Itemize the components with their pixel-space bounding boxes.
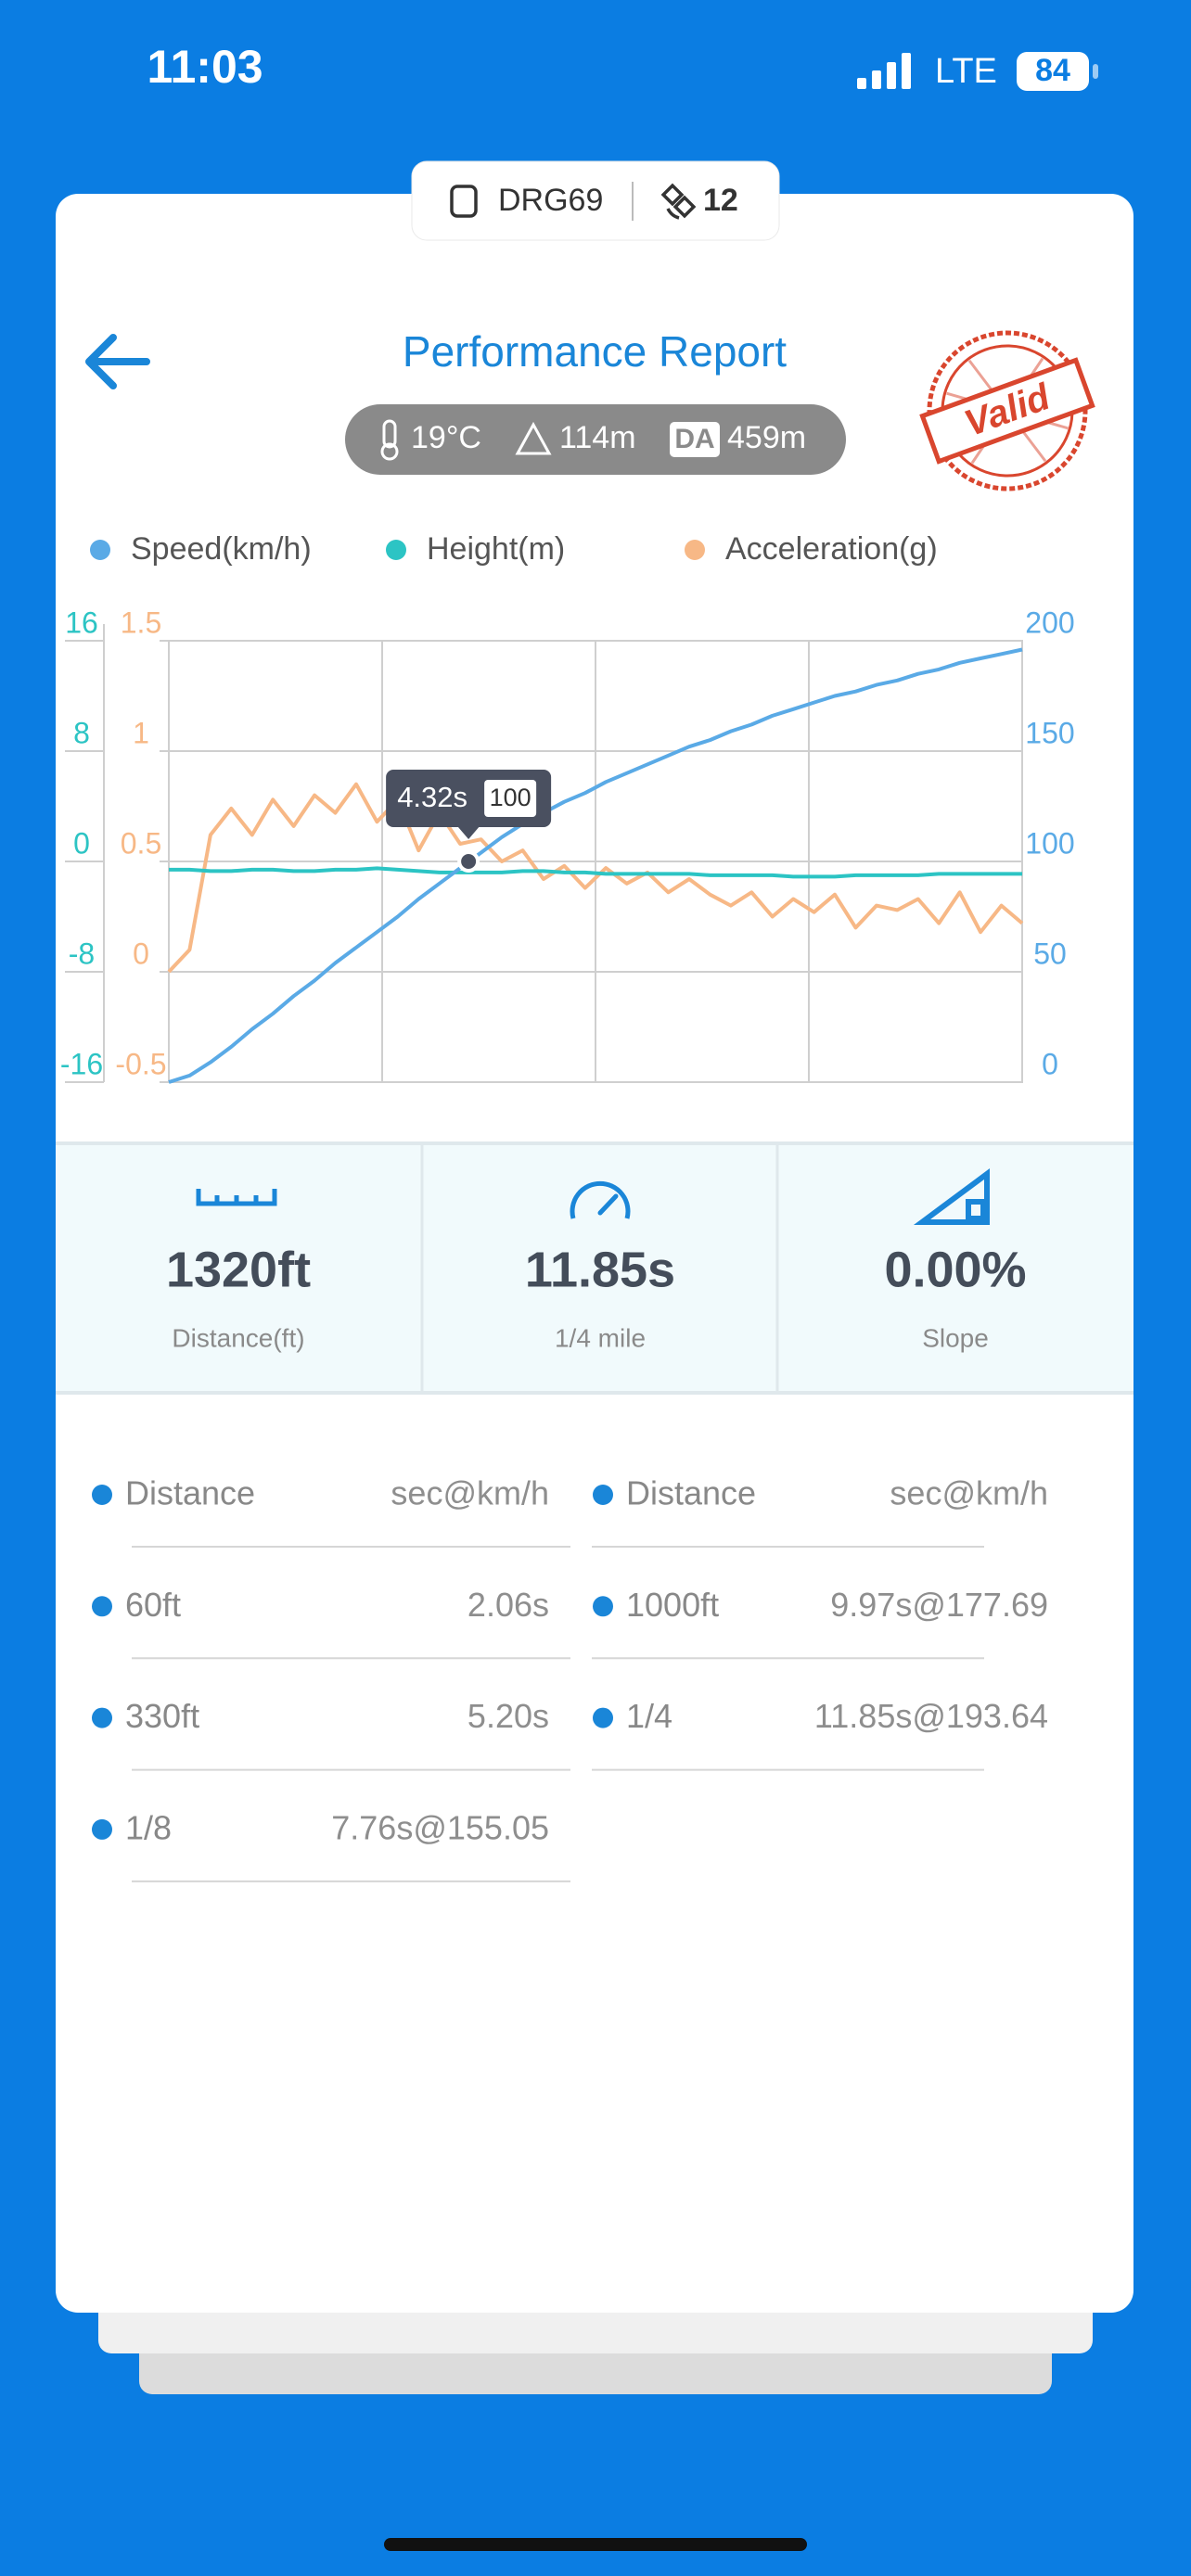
row-label: 1/4 <box>626 1697 672 1735</box>
y3-tick-label: 1 <box>133 716 149 749</box>
density-altitude: 459m <box>727 420 806 455</box>
row-label: Distance <box>125 1474 255 1512</box>
da-label: DA <box>674 424 714 454</box>
tooltip-pointer <box>457 826 480 839</box>
stat-label: Slope <box>922 1323 989 1352</box>
tooltip-marker <box>457 850 480 873</box>
conditions-pill <box>345 404 846 475</box>
tooltip-value-box <box>484 780 537 817</box>
row-label: 1000ft <box>626 1586 719 1624</box>
row-label: 330ft <box>125 1697 199 1735</box>
ruler-icon <box>196 1189 277 1206</box>
y-tick-label: 8 <box>73 716 90 749</box>
stat-value: 1320ft <box>166 1242 311 1297</box>
y-tick-label: 16 <box>65 606 98 639</box>
y2-tick-label: 100 <box>1025 826 1074 860</box>
row-value: sec@km/h <box>890 1474 1048 1512</box>
row-label: Distance <box>626 1474 756 1512</box>
temperature: 19°C <box>411 420 481 455</box>
legend-marker <box>386 540 406 560</box>
y3-tick-label: 1.5 <box>121 606 161 639</box>
satellite-count: 12 <box>703 183 738 218</box>
row-bullet <box>92 1818 112 1840</box>
mountain-icon <box>515 421 552 455</box>
y2-tick-label: 0 <box>1042 1047 1058 1080</box>
legend-label: Acceleration(g) <box>725 531 938 567</box>
row-label: 60ft <box>125 1586 181 1624</box>
y3-tick-label: 0 <box>133 937 149 970</box>
stat-value: 11.85s <box>525 1242 675 1297</box>
gauge-icon <box>570 1180 631 1219</box>
row-value: 2.06s <box>467 1586 549 1624</box>
device-icon <box>450 185 478 218</box>
stat-label: Distance(ft) <box>172 1323 304 1352</box>
legend-label: Height(m) <box>427 531 565 567</box>
y-tick-label: -16 <box>60 1047 103 1080</box>
y2-tick-label: 150 <box>1025 716 1074 749</box>
y3-tick-label: -0.5 <box>115 1047 166 1080</box>
battery-level: 84 <box>1035 53 1070 88</box>
row-value: 11.85s@193.64 <box>814 1697 1048 1735</box>
home-indicator <box>384 2538 807 2551</box>
series-line <box>167 782 1024 974</box>
battery-tip <box>1093 64 1098 79</box>
row-bullet <box>593 1596 613 1617</box>
row-bullet <box>92 1596 112 1617</box>
report-title: Performance Report <box>403 327 787 376</box>
tooltip-value: 100 <box>490 784 531 811</box>
stat-label: 1/4 mile <box>555 1323 646 1352</box>
status-time: 11:03 <box>147 41 263 93</box>
row-bullet <box>92 1485 112 1505</box>
altitude: 114m <box>559 420 636 455</box>
row-bullet <box>92 1707 112 1728</box>
legend-marker <box>90 540 110 560</box>
tooltip-time: 4.32s <box>397 781 467 813</box>
stat-value: 0.00% <box>884 1242 1026 1297</box>
row-bullet <box>593 1485 613 1505</box>
da-box <box>670 422 720 457</box>
valid-stamp: Valid <box>919 330 1095 491</box>
row-bullet <box>593 1707 613 1728</box>
device-pill <box>411 160 780 241</box>
y-tick-label: 0 <box>73 826 90 860</box>
series-line <box>169 866 1022 879</box>
back-button[interactable] <box>85 334 150 389</box>
series-line <box>168 647 1023 1084</box>
row-value: sec@km/h <box>391 1474 549 1512</box>
y2-tick-label: 50 <box>1033 937 1067 970</box>
y2-tick-label: 200 <box>1025 606 1074 639</box>
legend-label: Speed(km/h) <box>131 531 312 567</box>
row-value: 7.76s@155.05 <box>331 1808 549 1846</box>
device-name: DRG69 <box>498 183 603 218</box>
network-label: LTE <box>935 52 997 91</box>
y-tick-label: -8 <box>69 937 95 970</box>
row-value: 9.97s@177.69 <box>830 1586 1048 1624</box>
thermometer-icon <box>380 419 399 461</box>
signal-icon <box>857 53 911 89</box>
legend-marker <box>685 540 705 560</box>
battery-body <box>1017 52 1089 91</box>
row-value: 5.20s <box>467 1697 549 1735</box>
slope-icon <box>913 1168 990 1225</box>
satellite-icon <box>660 183 697 220</box>
y3-tick-label: 0.5 <box>121 826 161 860</box>
row-label: 1/8 <box>125 1808 172 1846</box>
